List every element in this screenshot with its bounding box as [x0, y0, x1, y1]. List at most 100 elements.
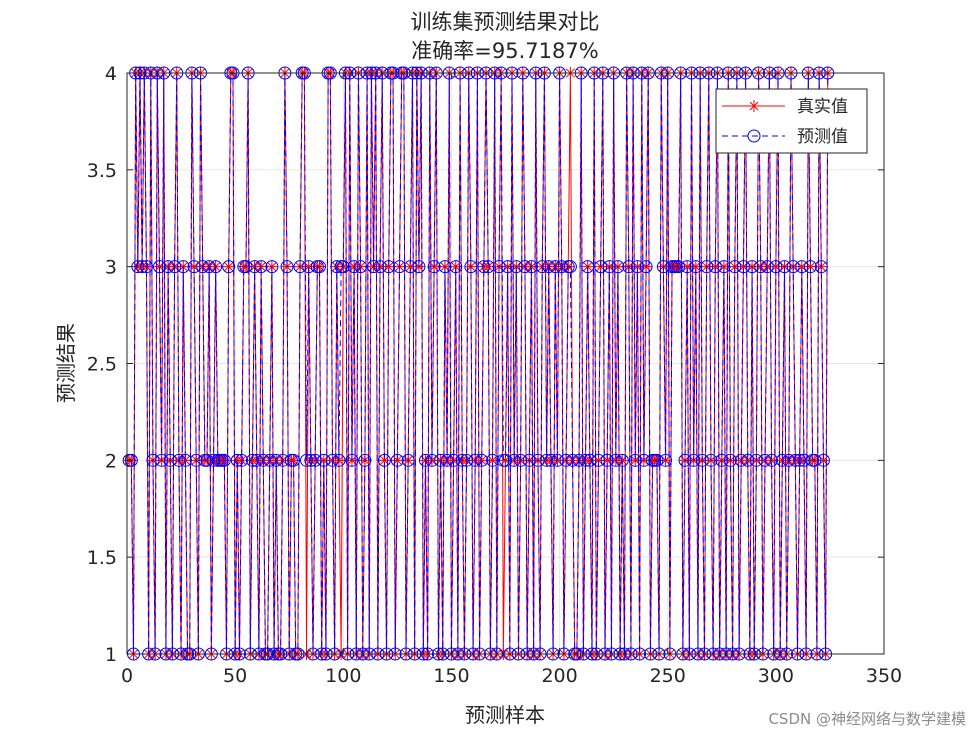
data-point — [659, 453, 673, 467]
data-point — [189, 453, 203, 467]
x-tick-label: 0 — [121, 665, 133, 687]
y-tick-label: 1.5 — [87, 547, 117, 569]
data-point — [336, 260, 350, 274]
data-point — [592, 454, 605, 467]
data-point — [728, 260, 742, 274]
data-point — [230, 453, 244, 467]
data-point — [449, 260, 463, 274]
data-point — [736, 260, 750, 274]
data-point — [758, 453, 772, 467]
data-point — [678, 453, 692, 467]
data-point — [566, 453, 580, 467]
data-point — [601, 454, 614, 467]
y-tick-label: 2 — [105, 450, 117, 472]
data-point — [793, 453, 807, 467]
data-point — [418, 453, 432, 467]
data-point — [814, 260, 828, 274]
data-point — [202, 260, 216, 274]
data-point — [544, 453, 558, 467]
data-point — [263, 453, 277, 467]
data-point — [499, 454, 512, 467]
data-point — [637, 454, 650, 467]
data-point — [492, 260, 506, 274]
data-point — [602, 260, 616, 274]
data-point — [330, 260, 344, 274]
data-point — [640, 260, 653, 273]
data-point — [628, 453, 642, 467]
data-point — [583, 453, 597, 467]
data-point — [377, 453, 391, 467]
data-point — [265, 260, 279, 274]
data-point — [518, 260, 532, 274]
data-point — [611, 260, 625, 274]
axis-ticks: 0 50 100 150 200 250 300 350 1 1.5 2 2.5 3 3.5 4 — [87, 63, 902, 687]
data-point — [509, 260, 523, 274]
data-point — [745, 260, 759, 274]
data-point — [464, 260, 478, 274]
data-point — [769, 260, 782, 273]
data-point — [427, 260, 441, 274]
data-point — [723, 453, 737, 467]
data-point — [239, 260, 253, 274]
data-point — [656, 260, 670, 274]
legend-label-pred: 预测值 — [797, 127, 848, 147]
data-point — [304, 453, 318, 467]
data-point — [440, 453, 454, 467]
data-point — [250, 453, 264, 467]
data-point — [300, 453, 314, 467]
data-point — [737, 260, 750, 273]
data-point — [782, 453, 796, 467]
data-point — [280, 260, 294, 274]
data-point — [765, 453, 779, 467]
data-point — [786, 260, 800, 274]
data-point — [760, 260, 774, 274]
data-point — [176, 260, 190, 274]
x-tick-label: 150 — [433, 665, 469, 687]
data-point — [481, 260, 495, 274]
data-point — [412, 260, 425, 273]
data-point — [741, 453, 755, 467]
data-point — [373, 260, 387, 274]
data-point — [146, 453, 160, 467]
data-point — [325, 453, 339, 467]
data-point — [579, 453, 593, 467]
data-point — [317, 454, 330, 467]
data-point — [312, 260, 326, 274]
data-point — [168, 260, 182, 274]
data-point — [287, 454, 300, 467]
data-point — [555, 260, 569, 274]
data-point — [572, 453, 586, 467]
data-point — [317, 453, 331, 467]
x-tick-label: 350 — [866, 665, 902, 687]
data-point — [153, 260, 166, 273]
data-point — [629, 454, 642, 467]
data-point — [200, 453, 214, 467]
data-point — [514, 453, 528, 467]
data-point — [639, 260, 653, 274]
data-point — [689, 260, 702, 273]
data-point — [816, 453, 830, 467]
x-tick-label: 100 — [325, 665, 361, 687]
y-tick-label: 1 — [105, 644, 117, 666]
data-point — [717, 260, 730, 273]
data-point — [256, 453, 270, 467]
data-point — [817, 454, 830, 467]
legend-box — [715, 88, 868, 154]
data-point — [254, 260, 268, 274]
data-point — [754, 260, 768, 274]
data-point — [209, 260, 223, 274]
data-point — [382, 260, 395, 273]
data-point — [347, 260, 361, 274]
x-tick-label: 50 — [223, 665, 247, 687]
data-point — [507, 453, 521, 467]
data-point — [486, 454, 499, 467]
data-point — [403, 260, 417, 274]
data-point — [788, 453, 802, 467]
data-point — [269, 453, 283, 467]
data-point — [746, 260, 759, 273]
data-point — [524, 260, 538, 274]
data-point — [332, 453, 346, 467]
data-point — [803, 260, 817, 274]
data-point — [749, 453, 763, 467]
